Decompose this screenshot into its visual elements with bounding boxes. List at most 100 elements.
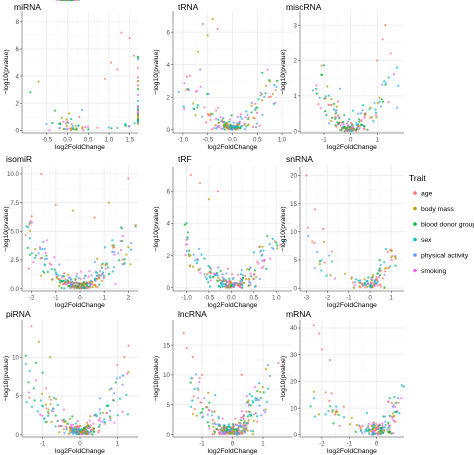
data-point [45,122,48,125]
data-point [37,252,40,255]
data-point [88,280,91,283]
data-point [60,116,64,119]
data-point [355,128,358,131]
x-tick-label: 1.0 [105,137,114,144]
data-point [200,401,203,404]
data-point [233,283,236,286]
x-tick-label: 2 [127,295,131,302]
data-point [84,274,87,277]
data-point [28,229,32,232]
data-point [123,356,126,359]
data-point [63,431,66,435]
data-point [240,429,244,432]
data-point [260,254,263,257]
data-point [275,241,278,244]
data-point [128,37,131,40]
data-point [282,240,285,243]
data-point [336,123,339,126]
legend-label: age [421,190,433,197]
data-point [383,273,386,276]
data-point [98,408,101,411]
data-point [370,433,373,436]
data-point [191,355,194,359]
data-point [239,113,242,116]
data-point [217,118,220,121]
data-point [37,340,40,343]
data-point [107,272,111,276]
y-tick-label: 10.0 [7,171,20,178]
data-point [234,417,237,420]
data-point [221,417,224,420]
data-point [40,172,43,175]
data-point [217,121,220,124]
data-point [57,274,60,277]
data-point [371,428,375,431]
data-point [367,422,370,425]
data-point [268,79,271,82]
data-point [246,113,249,116]
data-point [196,387,199,390]
data-point [129,263,132,266]
data-point [183,107,186,110]
legend-marker [413,206,417,211]
y-tick-label: 5 [16,393,20,400]
data-point [191,399,194,402]
data-point [397,401,400,404]
data-point [77,0,80,2]
x-axis-label: log2FoldChange [327,144,377,151]
data-point [75,287,78,290]
data-point [100,266,103,269]
data-point [113,246,116,249]
data-point [182,105,185,108]
data-point [253,269,256,272]
data-point [246,415,249,418]
data-point [195,414,198,417]
data-point [355,423,358,427]
data-point [249,404,252,407]
data-point [397,397,400,400]
data-point [40,274,43,277]
data-point [361,109,364,112]
data-point [205,405,208,408]
data-point [30,252,33,255]
x-tick-label: -1 [40,441,46,448]
data-point [58,126,61,129]
data-point [26,246,29,249]
data-point [390,258,393,261]
data-point [267,363,270,367]
volcano-panel-miscrna: -1 0 1 0 1 2 3 miscRNA log2FoldChange −log10(pval… [280,2,404,151]
y-tick-label: 4 [167,62,171,69]
data-point [77,277,80,280]
data-point [208,401,211,404]
data-point [323,261,326,264]
data-point [339,129,342,132]
data-point [98,283,101,286]
data-point [69,287,72,290]
data-point [262,391,265,394]
data-point [352,286,355,289]
data-point [207,92,210,95]
data-point [259,390,262,393]
data-point [249,284,252,287]
volcano-panel-mrna: -2 -1 0 0 10 20 30 40 mRNA log2FoldChange −log10(p… [280,309,405,455]
data-point [197,268,200,271]
y-tick-label: 0 [167,285,171,292]
y-tick-label: 4 [16,73,20,80]
data-point [70,127,73,130]
data-point [24,234,27,237]
data-point [375,114,378,117]
y-axis-label: −log10(pvalue) [3,49,10,94]
data-point [190,377,193,380]
data-point [99,269,102,272]
data-point [372,274,375,277]
data-point [276,244,279,247]
data-point [136,93,140,96]
data-point [121,383,124,386]
data-point [247,404,250,407]
data-point [73,287,76,290]
data-point [387,424,390,427]
data-point [45,387,48,390]
data-point [118,376,121,379]
y-tick-label: 0 [167,127,171,134]
data-point [343,114,346,117]
